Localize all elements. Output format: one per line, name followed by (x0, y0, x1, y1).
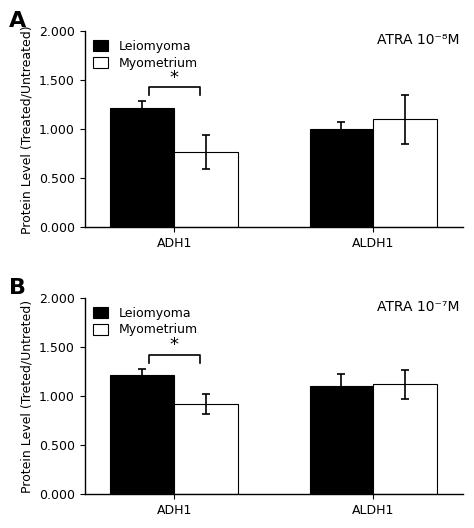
Bar (374, 384, 437, 494)
Bar (174, 152, 238, 228)
Y-axis label: Protein Level (Treated/Untreated): Protein Level (Treated/Untreated) (20, 25, 33, 233)
Text: B: B (9, 278, 26, 298)
Legend: Leiomyoma, Myometrium: Leiomyoma, Myometrium (91, 304, 200, 339)
Y-axis label: Protein Level (Treted/Untreted): Protein Level (Treted/Untreted) (20, 299, 33, 493)
Text: ATRA 10⁻⁸M: ATRA 10⁻⁸M (377, 33, 459, 47)
Bar (174, 404, 238, 494)
Text: *: * (170, 336, 179, 354)
Text: *: * (170, 69, 179, 87)
Legend: Leiomyoma, Myometrium: Leiomyoma, Myometrium (91, 37, 200, 72)
Bar (110, 375, 174, 494)
Text: ATRA 10⁻⁷M: ATRA 10⁻⁷M (377, 300, 459, 314)
Bar (310, 386, 374, 494)
Bar (310, 129, 374, 228)
Text: A: A (9, 11, 26, 31)
Bar (374, 119, 437, 228)
Bar (110, 108, 174, 228)
